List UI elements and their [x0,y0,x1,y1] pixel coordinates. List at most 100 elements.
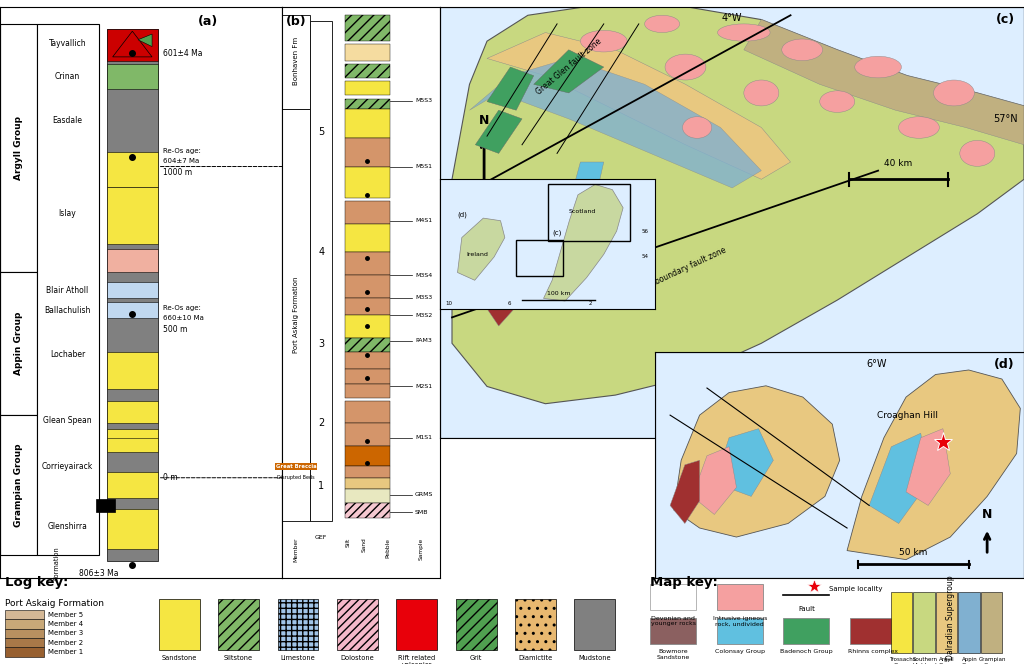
Ellipse shape [781,39,822,60]
Text: Dolostone: Dolostone [341,655,374,661]
Polygon shape [692,447,736,515]
Bar [936,592,957,653]
Text: Member: Member [294,538,298,562]
Bar [282,110,310,521]
Text: Formation: Formation [53,546,59,580]
Text: GEF: GEF [315,535,328,540]
Polygon shape [522,197,557,257]
Text: 6°W: 6°W [866,359,887,369]
Bar [278,599,318,650]
Text: Great Breccia: Great Breccia [275,464,316,469]
Text: 54: 54 [642,254,649,260]
Text: Intrusive igneous
rock, undivided: Intrusive igneous rock, undivided [713,616,767,626]
Bar [345,275,389,298]
Text: Grit: Grit [470,655,482,661]
Text: Disrupted Beds: Disrupted Beds [278,475,314,480]
Text: Ballachulish: Ballachulish [44,306,91,315]
Text: Badenoch Group: Badenoch Group [780,649,833,654]
Text: Appin Group: Appin Group [13,312,23,375]
Text: 601±4 Ma: 601±4 Ma [164,49,203,58]
Polygon shape [469,58,762,188]
Polygon shape [487,67,534,110]
Bar [5,647,44,657]
Bar [345,224,389,252]
Bar [958,592,980,653]
Ellipse shape [898,117,939,138]
Bar [0,272,37,415]
Bar [345,424,389,446]
Polygon shape [743,19,1024,145]
Ellipse shape [665,54,706,80]
Bar [345,400,389,424]
Text: 50 km: 50 km [899,548,928,557]
Bar [396,599,437,650]
Bar [850,618,896,643]
Text: Highland boundary fault zone: Highland boundary fault zone [621,246,727,303]
Text: M4S1: M4S1 [415,218,432,223]
Text: 1000 m: 1000 m [164,168,193,177]
Bar [345,315,389,338]
Text: M2S1: M2S1 [415,384,432,389]
Bar [574,599,615,650]
Text: 660±10 Ma: 660±10 Ma [164,315,204,321]
Bar [345,201,389,224]
Bar [108,438,158,452]
Polygon shape [487,33,791,179]
Bar [345,466,389,478]
Bar [337,599,378,650]
Bar [717,584,763,610]
Polygon shape [138,34,153,46]
Bar [345,503,389,518]
Bar [345,44,389,61]
Bar [5,610,44,620]
Bar [108,282,158,298]
Text: Mudstone: Mudstone [579,655,611,661]
Polygon shape [847,370,1020,560]
Text: 500 m: 500 m [164,325,187,334]
Polygon shape [475,110,522,153]
Bar [891,592,912,653]
Text: 1: 1 [318,481,325,491]
Polygon shape [487,248,522,326]
Text: Map key:: Map key: [650,576,718,589]
Text: Rhinns complex: Rhinns complex [848,649,898,654]
Bar [345,99,389,110]
Text: Southern
Highland
Group: Southern Highland Group [912,657,937,664]
Bar [345,369,389,384]
Text: 4°W: 4°W [722,13,742,23]
Text: Trossachs
Group: Trossachs Group [889,657,915,664]
Bar [345,15,389,41]
Bar [108,509,158,549]
Bar [108,29,158,560]
Bar [108,352,158,389]
Text: 4: 4 [318,247,325,257]
Bar [650,618,696,643]
Bar [108,472,158,498]
Text: 56: 56 [642,228,649,234]
Polygon shape [544,185,623,301]
Bar [345,489,389,503]
Bar [5,638,44,647]
Text: Member 3: Member 3 [48,630,83,636]
Text: Rift related
volcanics: Rift related volcanics [398,655,435,664]
Text: (d): (d) [994,357,1015,371]
Text: Ireland: Ireland [466,252,487,257]
Text: Colonsay Group: Colonsay Group [715,649,765,654]
Text: Port Askaig Formation: Port Askaig Formation [5,599,104,608]
Polygon shape [670,460,699,523]
Text: Tayvallich: Tayvallich [49,39,86,48]
Bar [345,110,389,138]
Bar [783,618,829,643]
Bar [5,629,44,638]
Text: (b): (b) [287,15,307,28]
Text: 0 m: 0 m [164,473,178,482]
Ellipse shape [934,80,975,106]
Text: Re-Os age:: Re-Os age: [164,147,201,153]
Ellipse shape [581,31,627,52]
Polygon shape [452,7,1024,404]
Text: 2 km: 2 km [121,513,140,522]
Bar [345,138,389,167]
Text: Siltstone: Siltstone [224,655,253,661]
Text: Member 1: Member 1 [48,649,83,655]
Bar [345,352,389,369]
